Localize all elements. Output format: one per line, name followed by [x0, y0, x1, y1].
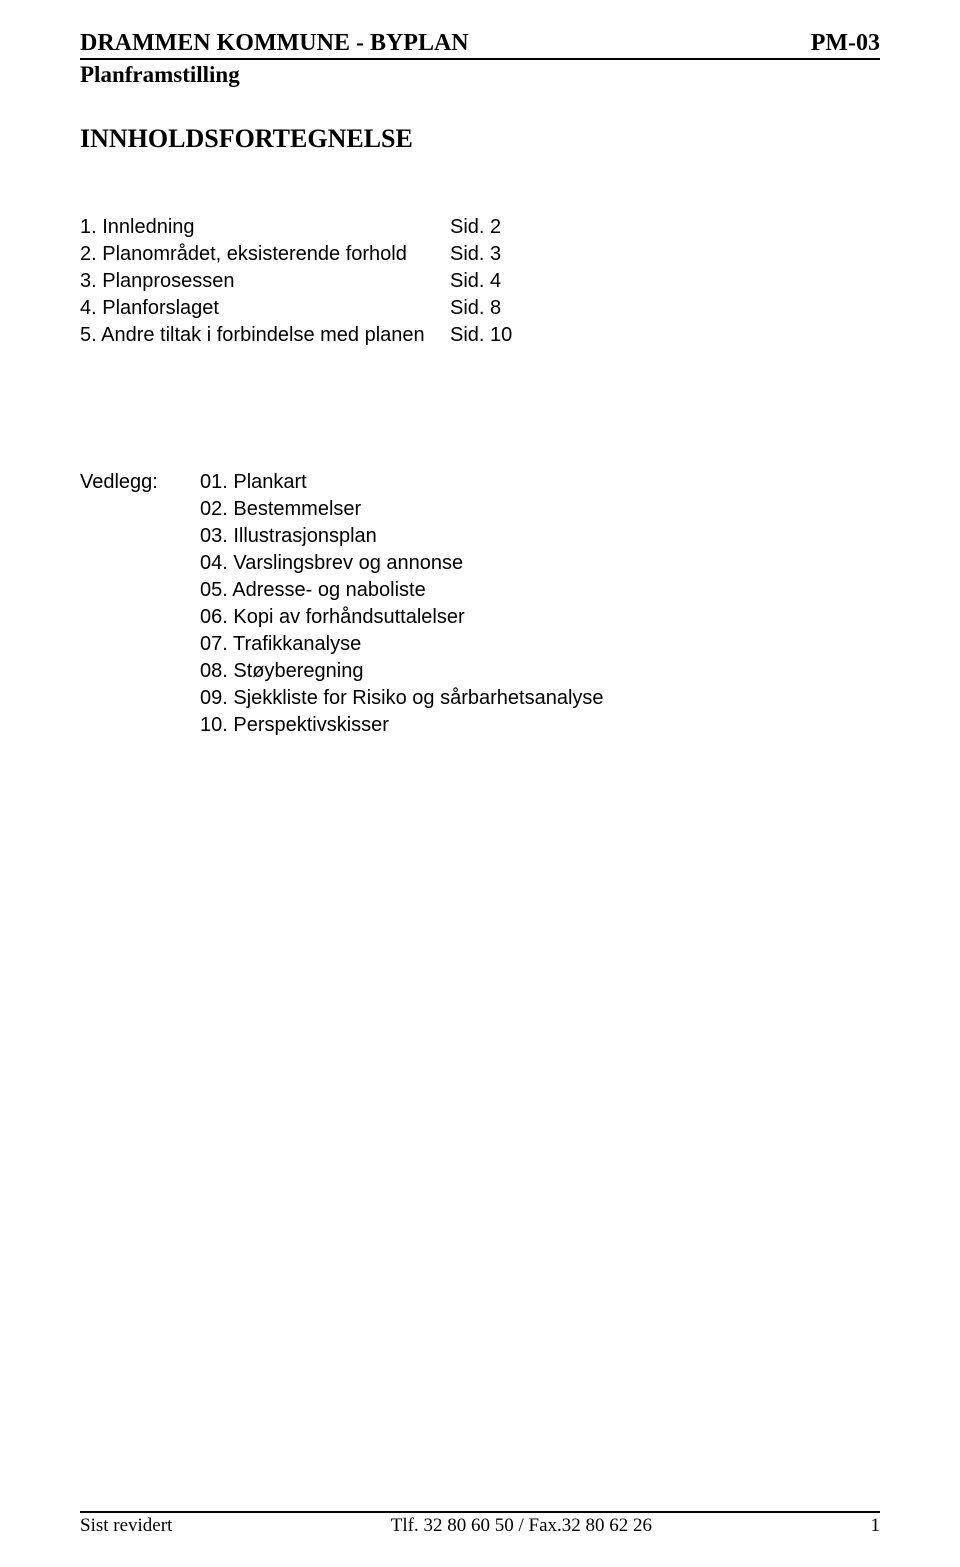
vedlegg-block: Vedlegg: 01. Plankart 02. Bestemmelser 0… [80, 469, 880, 739]
header-right: PM-03 [811, 30, 880, 56]
toc-row: 5. Andre tiltak i forbindelse med planen… [80, 322, 880, 349]
footer-left: Sist revidert [80, 1515, 172, 1537]
vedlegg-item: 05. Adresse- og naboliste [200, 577, 880, 604]
footer-right: 1 [870, 1515, 880, 1537]
vedlegg-item: 02. Bestemmelser [200, 496, 880, 523]
toc-label: 1. Innledning [80, 214, 450, 241]
vedlegg-item: 01. Plankart [200, 469, 880, 496]
toc-row: 1. Innledning Sid. 2 [80, 214, 880, 241]
vedlegg-item: 08. Støyberegning [200, 658, 880, 685]
vedlegg-item: 07. Trafikkanalyse [200, 631, 880, 658]
vedlegg-item: 03. Illustrasjonsplan [200, 523, 880, 550]
toc-label: 2. Planområdet, eksisterende forhold [80, 241, 450, 268]
header-row: DRAMMEN KOMMUNE - BYPLAN PM-03 [80, 30, 880, 56]
document-page: DRAMMEN KOMMUNE - BYPLAN PM-03 Planframs… [0, 0, 960, 1567]
header-rule [80, 58, 880, 60]
toc-block: 1. Innledning Sid. 2 2. Planområdet, eks… [80, 214, 880, 349]
toc-page: Sid. 3 [450, 241, 530, 268]
toc-row: 2. Planområdet, eksisterende forhold Sid… [80, 241, 880, 268]
toc-row: 4. Planforslaget Sid. 8 [80, 295, 880, 322]
toc-label: 4. Planforslaget [80, 295, 450, 322]
toc-page: Sid. 4 [450, 268, 530, 295]
toc-label: 3. Planprosessen [80, 268, 450, 295]
toc-page: Sid. 10 [450, 322, 530, 349]
toc-label: 5. Andre tiltak i forbindelse med planen [80, 322, 450, 349]
vedlegg-items: 01. Plankart 02. Bestemmelser 03. Illust… [200, 469, 880, 739]
toc-page: Sid. 2 [450, 214, 530, 241]
toc-page: Sid. 8 [450, 295, 530, 322]
footer-row: Sist revidert Tlf. 32 80 60 50 / Fax.32 … [80, 1515, 880, 1537]
toc-row: 3. Planprosessen Sid. 4 [80, 268, 880, 295]
vedlegg-row: Vedlegg: 01. Plankart 02. Bestemmelser 0… [80, 469, 880, 739]
vedlegg-label: Vedlegg: [80, 469, 200, 739]
vedlegg-item: 04. Varslingsbrev og annonse [200, 550, 880, 577]
footer-rule [80, 1511, 880, 1513]
footer: Sist revidert Tlf. 32 80 60 50 / Fax.32 … [80, 1511, 880, 1537]
header-subtitle: Planframstilling [80, 62, 880, 88]
vedlegg-item: 10. Perspektivskisser [200, 712, 880, 739]
vedlegg-item: 09. Sjekkliste for Risiko og sårbarhetsa… [200, 685, 880, 712]
footer-center: Tlf. 32 80 60 50 / Fax.32 80 62 26 [391, 1515, 652, 1537]
header-left: DRAMMEN KOMMUNE - BYPLAN [80, 30, 469, 56]
vedlegg-item: 06. Kopi av forhåndsuttalelser [200, 604, 880, 631]
toc-title: INNHOLDSFORTEGNELSE [80, 124, 880, 154]
